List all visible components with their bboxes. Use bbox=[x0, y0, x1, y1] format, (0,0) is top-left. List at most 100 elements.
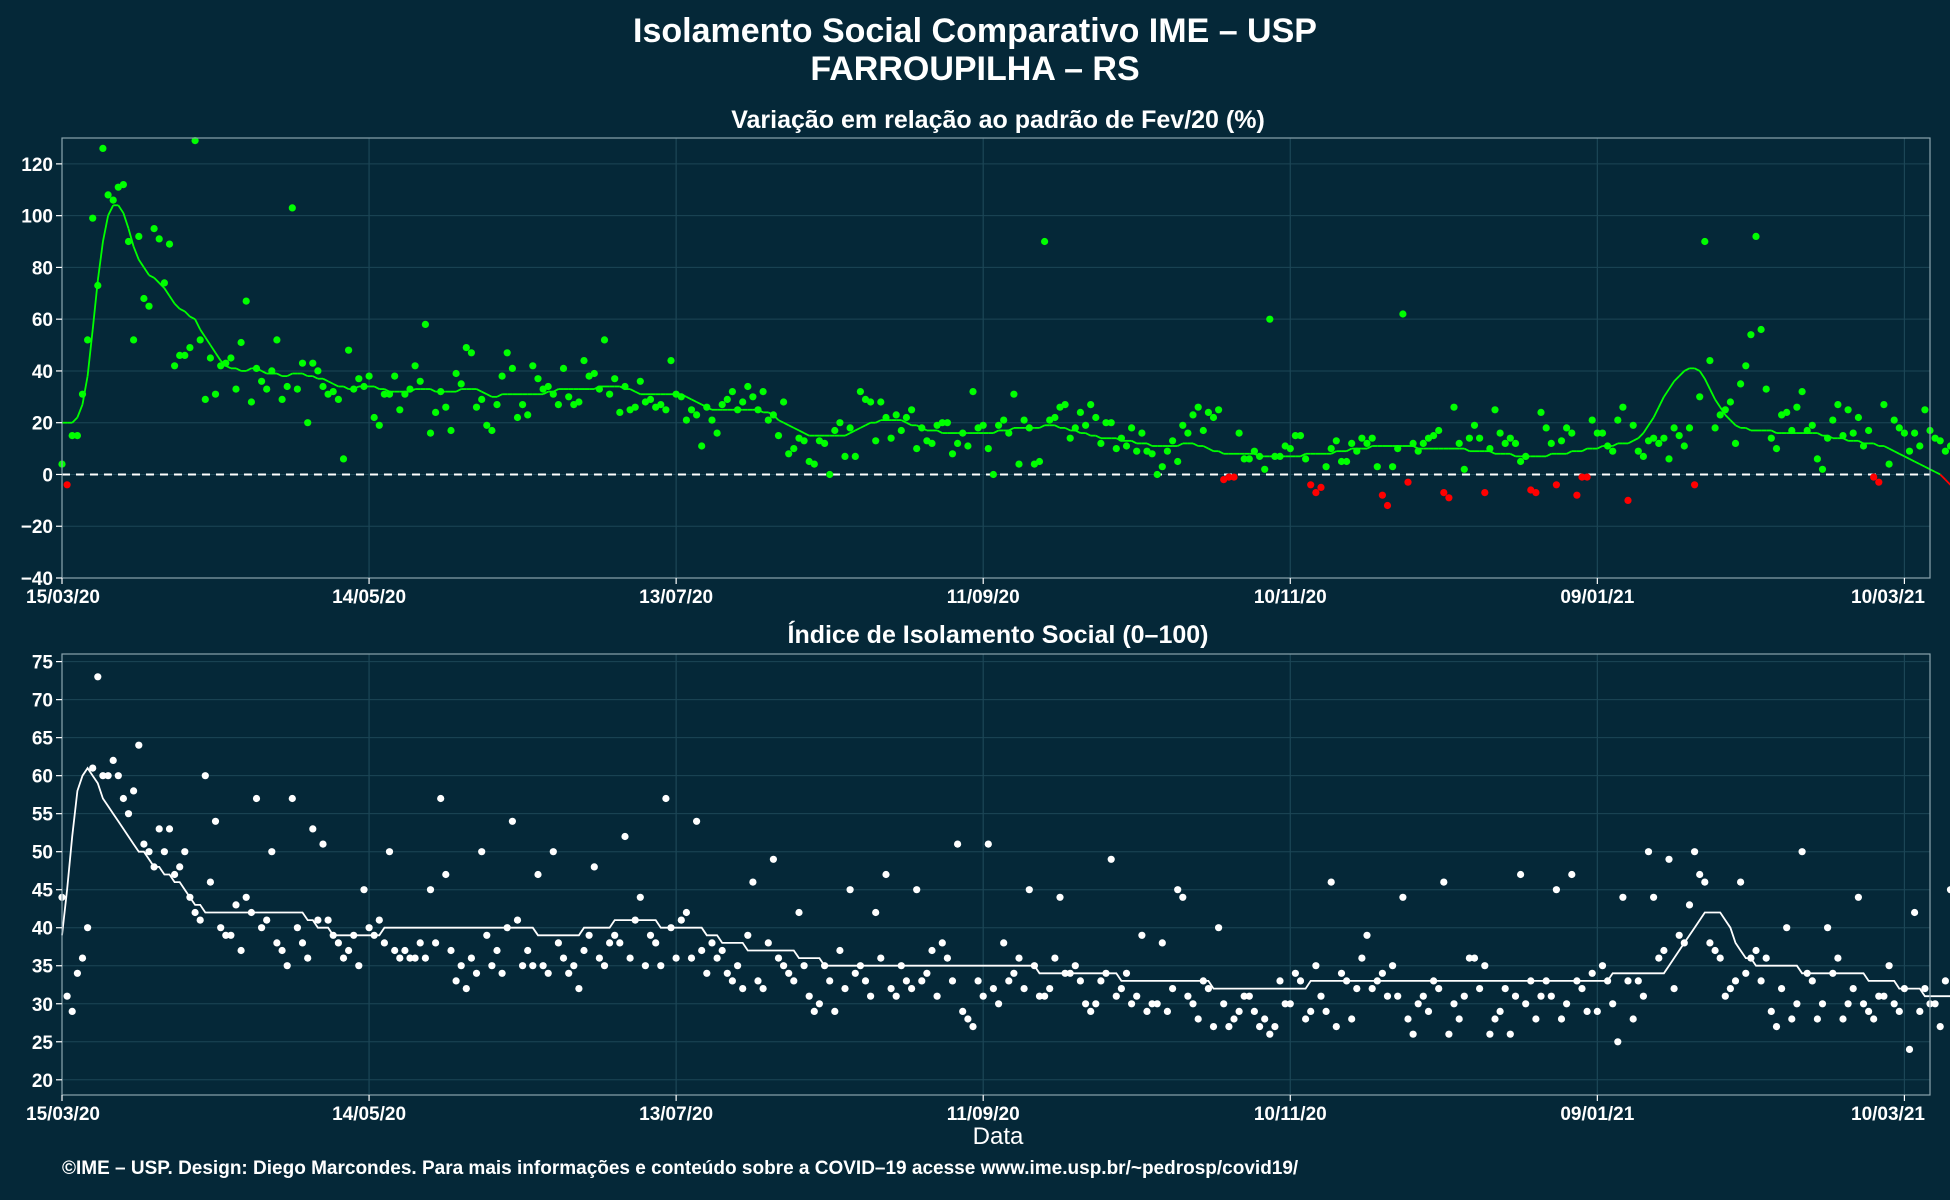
index-point bbox=[258, 924, 266, 932]
index-point bbox=[283, 962, 291, 970]
index-point bbox=[749, 878, 757, 886]
variation-ma-segment bbox=[168, 295, 176, 305]
variation-point bbox=[1670, 424, 1678, 432]
variation-point bbox=[1511, 439, 1520, 447]
variation-point bbox=[1609, 447, 1617, 455]
index-point bbox=[1721, 992, 1729, 1000]
index-point bbox=[1199, 977, 1207, 985]
variation-point bbox=[508, 364, 516, 372]
variation-point bbox=[1117, 434, 1125, 442]
index-point bbox=[1701, 878, 1709, 886]
index-point bbox=[304, 954, 312, 962]
variation-point bbox=[595, 385, 604, 393]
index-point bbox=[426, 886, 435, 894]
index-point bbox=[1711, 946, 1719, 955]
variation-point bbox=[1163, 447, 1171, 455]
index-point bbox=[1839, 1015, 1847, 1023]
variation-ma-segment bbox=[1581, 447, 1588, 452]
variation-point bbox=[1256, 452, 1264, 460]
variation-ma-segment bbox=[1146, 442, 1153, 447]
index-point bbox=[539, 962, 547, 970]
index-point bbox=[1312, 962, 1320, 970]
variation-point bbox=[1419, 439, 1427, 447]
variation-ma-segment bbox=[1085, 432, 1092, 437]
index-point bbox=[1204, 985, 1212, 993]
variation-point bbox=[1895, 424, 1903, 432]
variation-point bbox=[984, 445, 992, 453]
variation-point bbox=[365, 372, 373, 380]
index-point bbox=[1368, 985, 1376, 993]
index-point bbox=[672, 954, 680, 962]
index-point bbox=[1302, 1015, 1310, 1023]
variation-point bbox=[1184, 429, 1192, 437]
variation-point bbox=[1138, 429, 1146, 437]
index-point bbox=[1506, 1030, 1514, 1038]
variation-point bbox=[826, 470, 834, 479]
variation-point bbox=[790, 445, 798, 453]
index-point bbox=[401, 946, 409, 955]
variation-point bbox=[1148, 450, 1156, 458]
variation-ma-segment bbox=[127, 228, 135, 247]
index-point bbox=[1778, 985, 1786, 993]
variation-point bbox=[1813, 455, 1821, 463]
variation-point bbox=[1619, 403, 1627, 411]
index-point bbox=[969, 1023, 977, 1031]
index-point bbox=[795, 908, 803, 917]
variation-ma-segment bbox=[993, 429, 999, 434]
index-point bbox=[396, 954, 404, 962]
index-point bbox=[734, 962, 742, 970]
index-point bbox=[1378, 969, 1386, 977]
variation-point bbox=[856, 388, 865, 396]
variation-point bbox=[73, 432, 81, 440]
index-point bbox=[319, 840, 327, 848]
index-point bbox=[1793, 1000, 1801, 1008]
variation-point bbox=[1225, 473, 1233, 481]
variation-point bbox=[1818, 465, 1827, 473]
variation-ma-segment bbox=[261, 370, 268, 375]
variation-point bbox=[1598, 429, 1607, 437]
variation-point bbox=[304, 419, 312, 427]
index-point bbox=[1481, 962, 1489, 970]
variation-ma-segment bbox=[132, 246, 140, 260]
variation-point bbox=[667, 357, 675, 365]
variation-point bbox=[529, 362, 537, 370]
index-point bbox=[1071, 962, 1079, 970]
variation-point bbox=[1266, 315, 1274, 323]
variation-ma-segment bbox=[1509, 452, 1516, 458]
index-y-tick-label: 25 bbox=[32, 1033, 54, 1054]
variation-ma-segment bbox=[455, 388, 462, 393]
index-point bbox=[831, 1007, 839, 1016]
index-point bbox=[1138, 931, 1146, 939]
variation-point bbox=[693, 411, 701, 419]
index-point bbox=[1430, 977, 1438, 985]
variation-ma-segment bbox=[1218, 450, 1225, 455]
variation-point bbox=[472, 403, 481, 411]
variation-point bbox=[575, 398, 583, 406]
index-point bbox=[89, 764, 97, 772]
index-point bbox=[979, 992, 987, 1000]
index-point bbox=[211, 817, 220, 825]
variation-point bbox=[1470, 421, 1479, 429]
variation-point bbox=[1624, 496, 1632, 504]
index-point bbox=[575, 985, 583, 993]
index-point bbox=[1209, 1023, 1218, 1031]
variation-ma-segment bbox=[1300, 452, 1307, 458]
variation-ma-segment bbox=[81, 375, 89, 405]
variation-point bbox=[1788, 426, 1796, 435]
variation-point bbox=[421, 320, 429, 328]
index-point bbox=[160, 848, 168, 856]
index-point bbox=[104, 772, 112, 780]
variation-point bbox=[426, 429, 435, 437]
variation-ma-segment bbox=[1054, 424, 1061, 429]
variation-point bbox=[1900, 429, 1908, 437]
variation-ma-segment bbox=[798, 429, 805, 434]
index-point bbox=[928, 946, 936, 955]
index-point bbox=[646, 931, 655, 939]
variation-point bbox=[677, 393, 685, 401]
variation-point bbox=[1363, 439, 1371, 447]
variation-point bbox=[1711, 424, 1719, 432]
variation-point bbox=[616, 408, 624, 416]
index-point bbox=[1675, 931, 1683, 939]
index-point bbox=[375, 916, 383, 924]
variation-ma-segment bbox=[245, 367, 252, 372]
